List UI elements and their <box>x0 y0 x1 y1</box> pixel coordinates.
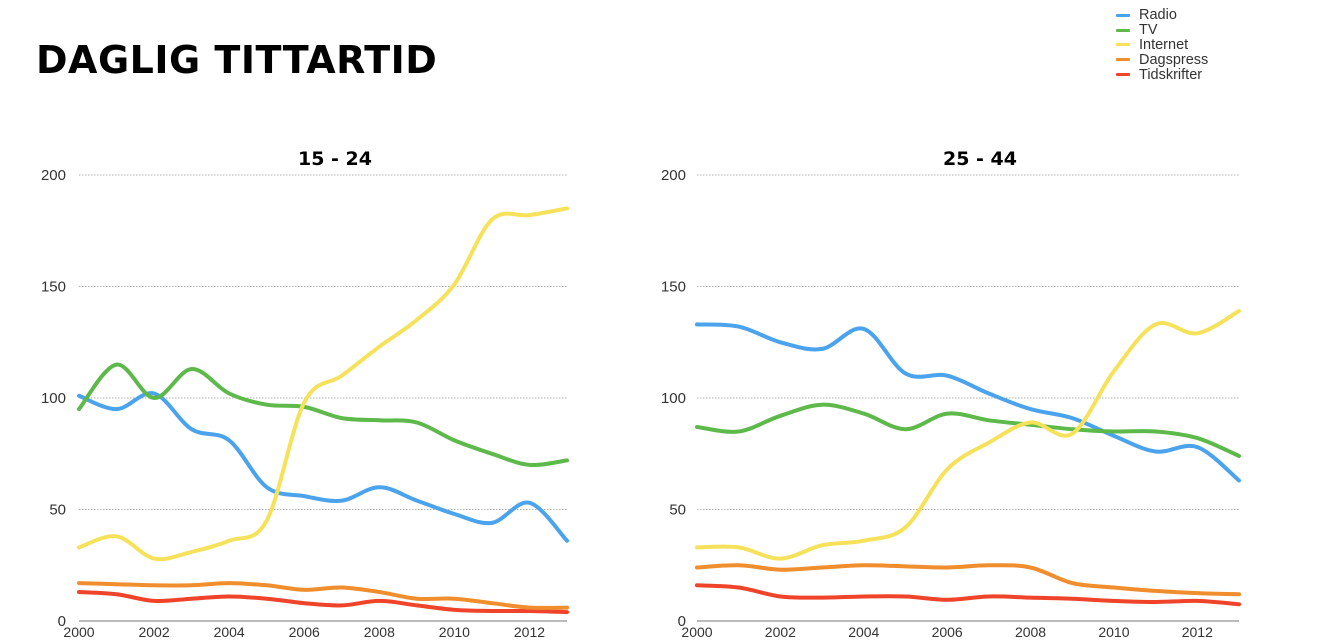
legend-label-dagspress: Dagspress <box>1139 51 1209 68</box>
x-tick-label: 2010 <box>1098 624 1129 640</box>
x-tick-label: 2004 <box>214 624 245 640</box>
legend-label-tv: TV <box>1139 22 1158 39</box>
legend-item-tidskrifter: Tidskrifter <box>1116 67 1208 82</box>
y-tick-label: 50 <box>669 502 686 519</box>
y-tick-label: 150 <box>661 279 686 296</box>
y-tick-label: 100 <box>661 390 686 407</box>
y-tick-label: 0 <box>58 613 66 630</box>
x-tick-label: 2010 <box>439 624 470 640</box>
x-tick-label: 2002 <box>765 624 796 640</box>
legend-swatch-tidskrifter <box>1116 73 1130 77</box>
x-tick-label: 2004 <box>848 624 879 640</box>
y-tick-label: 0 <box>678 613 686 630</box>
series-line-radio <box>77 391 569 543</box>
series-line-internet <box>695 309 1241 561</box>
page-title: DAGLIG TITTARTID <box>36 38 438 82</box>
chart-panel-2: 0 50 100 150 200 2000 2002 2004 2006 2008 2010 2012… <box>661 148 1241 640</box>
x-tick-label: 2012 <box>1182 624 1213 640</box>
y-tick-label: 50 <box>49 502 66 519</box>
legend-swatch-dagspress <box>1116 58 1130 62</box>
series-line-dagspress <box>77 581 569 610</box>
chart-title: 15 - 24 <box>298 148 372 170</box>
legend-item-dagspress: Dagspress <box>1116 52 1208 67</box>
legend-swatch-radio <box>1116 13 1130 17</box>
x-tick-label: 2008 <box>364 624 395 640</box>
y-tick-label: 200 <box>41 167 66 184</box>
series-line-tv <box>695 402 1241 458</box>
legend-swatch-internet <box>1116 43 1130 47</box>
series-line-internet <box>77 206 569 562</box>
x-tick-label: 2000 <box>63 624 94 640</box>
x-tick-label: 2000 <box>681 624 712 640</box>
legend-label-tidskrifter: Tidskrifter <box>1139 66 1203 83</box>
legend-item-radio: Radio <box>1116 8 1208 23</box>
y-tick-label: 150 <box>41 279 66 296</box>
series-line-tidskrifter <box>77 590 569 615</box>
series-line-radio <box>695 322 1241 483</box>
chart-panel-1: 0 50 100 150 200 2000 2002 2004 2006 2008 2010 2012… <box>41 148 569 640</box>
legend-label-internet: Internet <box>1139 36 1189 53</box>
legend-label-radio: Radio <box>1139 7 1177 24</box>
legend-item-internet: Internet <box>1116 38 1208 53</box>
x-tick-label: 2006 <box>289 624 320 640</box>
series-line-dagspress <box>695 563 1241 597</box>
x-tick-label: 2002 <box>138 624 169 640</box>
series-line-tidskrifter <box>695 583 1241 607</box>
series-line-tv <box>77 362 569 468</box>
x-tick-label: 2008 <box>1015 624 1046 640</box>
y-tick-label: 100 <box>41 390 66 407</box>
legend-item-tv: TV <box>1116 23 1208 38</box>
chart-title: 25 - 44 <box>943 148 1017 170</box>
x-tick-label: 2006 <box>932 624 963 640</box>
y-tick-label: 200 <box>661 167 686 184</box>
legend-swatch-tv <box>1116 28 1130 32</box>
x-tick-label: 2012 <box>514 624 545 640</box>
chart-legend: Radio TV Internet Dagspress Tidskrifter <box>1116 8 1208 82</box>
